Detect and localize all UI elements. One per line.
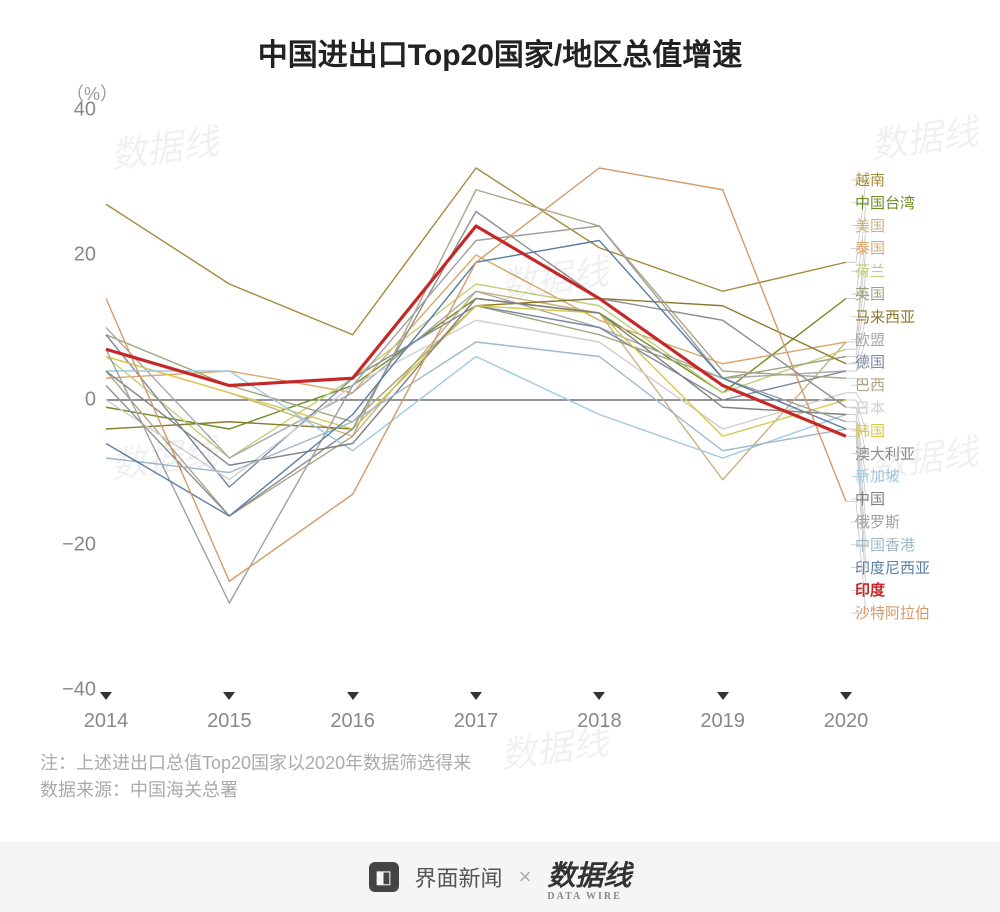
jiemian-logo-icon: ◧ xyxy=(369,862,399,892)
x-tick-label: 2020 xyxy=(824,710,869,733)
brand-jiemian: 界面新闻 xyxy=(415,861,503,893)
legend-item: 巴西 xyxy=(855,375,1000,398)
x-tick-marker xyxy=(100,692,112,700)
x-tick-marker xyxy=(347,692,359,700)
series-line xyxy=(106,168,846,581)
legend-item: 欧盟 xyxy=(855,330,1000,353)
legend-item: 新加坡 xyxy=(855,466,1000,489)
series-line xyxy=(106,291,846,480)
legend-item: 中国台湾 xyxy=(855,193,1000,216)
legend-item: 韩国 xyxy=(855,421,1000,444)
legend-item: 越南 xyxy=(855,170,1000,193)
legend-item: 沙特阿拉伯 xyxy=(855,603,1000,626)
x-tick-label: 2015 xyxy=(207,710,252,733)
x-tick-marker xyxy=(470,692,482,700)
series-line xyxy=(106,190,846,516)
legend-item: 荷兰 xyxy=(855,261,1000,284)
x-tick-label: 2019 xyxy=(700,710,745,733)
brand-datawire: 数据线 DATA WIRE xyxy=(547,854,631,900)
series-line xyxy=(106,306,846,422)
footnote-line: 注：上述进出口总值Top20国家以2020年数据筛选得来 xyxy=(40,750,471,777)
y-tick-label: −40 xyxy=(62,679,96,702)
series-line xyxy=(106,299,846,430)
plot-area: −40−20020402014201520162017201820192020 xyxy=(106,110,846,690)
legend-item: 马来西亚 xyxy=(855,307,1000,330)
x-tick-label: 2014 xyxy=(84,710,129,733)
series-line xyxy=(106,212,846,517)
legend-item: 英国 xyxy=(855,284,1000,307)
x-tick-label: 2017 xyxy=(454,710,499,733)
y-tick-label: 20 xyxy=(74,244,96,267)
line-chart-svg xyxy=(106,110,846,690)
legend-item: 俄罗斯 xyxy=(855,512,1000,535)
legend-item: 日本 xyxy=(855,398,1000,421)
legend-item: 澳大利亚 xyxy=(855,444,1000,467)
legend: 越南中国台湾美国泰国荷兰英国马来西亚欧盟德国巴西日本韩国澳大利亚新加坡中国俄罗斯… xyxy=(855,170,1000,626)
x-tick-marker xyxy=(717,692,729,700)
legend-item: 德国 xyxy=(855,352,1000,375)
series-line xyxy=(106,226,846,603)
x-tick-label: 2016 xyxy=(330,710,375,733)
series-line xyxy=(106,226,846,436)
series-line xyxy=(106,299,846,430)
legend-item: 中国香港 xyxy=(855,535,1000,558)
x-tick-marker xyxy=(840,692,852,700)
chart-container: 中国进出口Top20国家/地区总值增速 （%） −40−200204020142… xyxy=(10,0,990,820)
legend-item: 中国 xyxy=(855,489,1000,512)
series-line xyxy=(106,306,846,487)
chart-title: 中国进出口Top20国家/地区总值增速 xyxy=(10,0,990,74)
y-tick-label: 0 xyxy=(85,389,96,412)
legend-item: 美国 xyxy=(855,216,1000,239)
footnote-line: 数据来源：中国海关总署 xyxy=(40,777,471,804)
legend-item: 印度 xyxy=(855,580,1000,603)
y-tick-label: −20 xyxy=(62,534,96,557)
separator: × xyxy=(519,864,532,890)
footer: ◧ 界面新闻 × 数据线 DATA WIRE xyxy=(0,842,1000,912)
x-tick-marker xyxy=(593,692,605,700)
legend-item: 泰国 xyxy=(855,238,1000,261)
y-tick-label: 40 xyxy=(74,99,96,122)
series-line xyxy=(106,168,846,335)
x-tick-label: 2018 xyxy=(577,710,622,733)
series-line xyxy=(106,241,846,517)
legend-item: 印度尼西亚 xyxy=(855,558,1000,581)
x-tick-marker xyxy=(223,692,235,700)
footnote: 注：上述进出口总值Top20国家以2020年数据筛选得来 数据来源：中国海关总署 xyxy=(40,750,471,804)
